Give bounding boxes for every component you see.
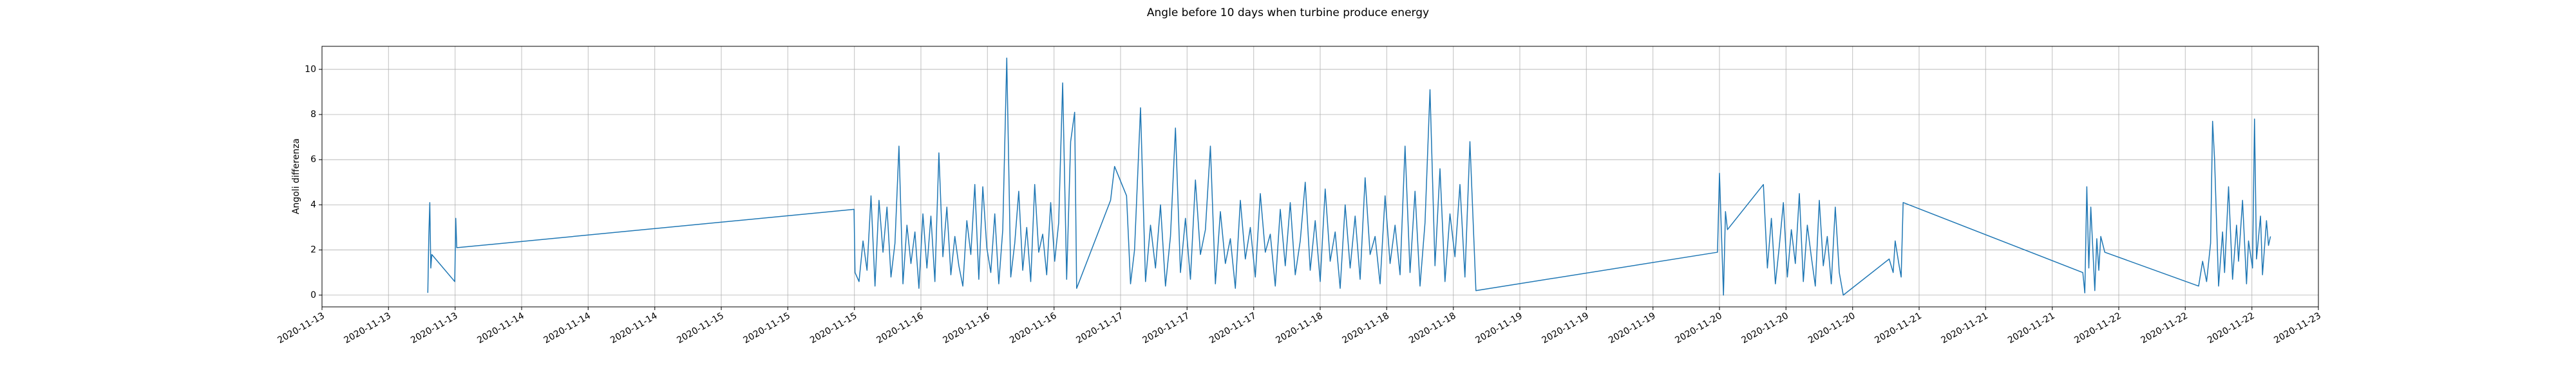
y-tick-label: 0	[310, 290, 316, 300]
chart-title: Angle before 10 days when turbine produc…	[1147, 6, 1429, 19]
y-tick-label: 4	[310, 199, 316, 210]
data-line	[427, 57, 2271, 296]
plot-frame	[321, 46, 2319, 308]
y-tick-label: 6	[310, 154, 316, 165]
y-tick-label: 2	[310, 245, 316, 255]
y-axis-label: Angoli differenza	[291, 138, 301, 214]
y-tick-label: 10	[305, 64, 316, 75]
y-tick-label: 8	[310, 109, 316, 120]
